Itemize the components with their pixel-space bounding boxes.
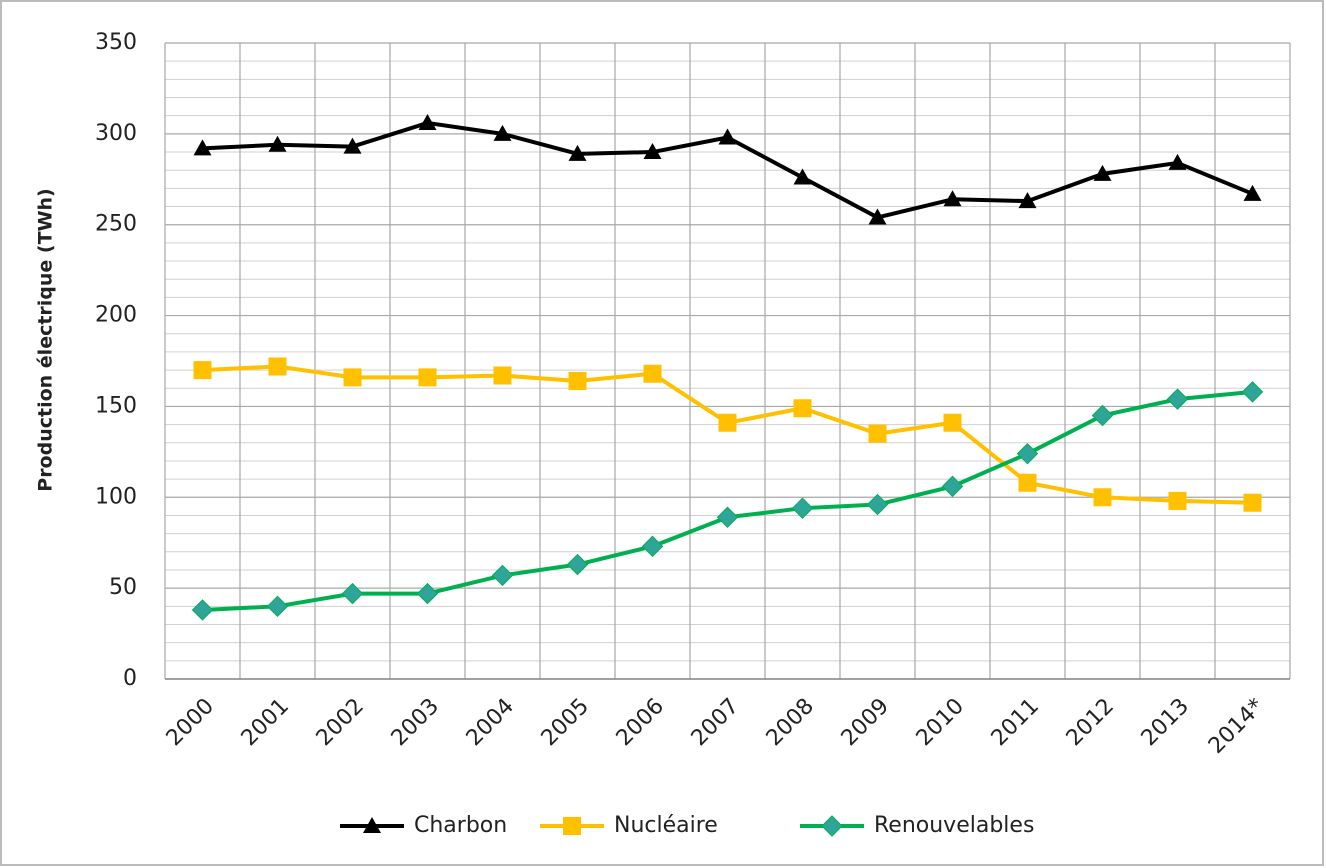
y-tick-label: 250 (95, 212, 137, 237)
marker (418, 368, 437, 387)
marker (868, 208, 887, 225)
marker (1091, 404, 1114, 427)
marker (793, 168, 812, 185)
y-tick-label: 200 (95, 303, 137, 328)
y-tick-label: 50 (109, 575, 137, 600)
marker (1016, 442, 1039, 465)
legend-marker (363, 817, 381, 833)
y-axis-label: Production électrique (TWh) (35, 188, 57, 491)
marker (568, 144, 587, 161)
marker (943, 190, 962, 207)
marker (341, 582, 364, 605)
marker (1241, 381, 1264, 403)
marker (1093, 488, 1112, 507)
marker (343, 368, 362, 387)
marker (941, 475, 964, 498)
marker (416, 582, 439, 605)
y-tick-label: 350 (95, 30, 137, 55)
marker (1168, 491, 1187, 510)
marker (193, 361, 212, 380)
legend-marker (821, 815, 843, 837)
marker (491, 564, 514, 587)
marker (493, 366, 512, 385)
marker (793, 399, 812, 418)
marker (191, 599, 214, 621)
y-tick-label: 150 (95, 393, 137, 418)
marker (1168, 153, 1187, 170)
marker (343, 137, 362, 154)
legend-label: Renouvelables (874, 813, 1034, 838)
marker (943, 413, 962, 432)
marker (1243, 493, 1262, 512)
marker (716, 506, 739, 528)
legend-label: Nucléaire (614, 813, 718, 838)
marker (1243, 184, 1262, 201)
marker (493, 124, 512, 141)
marker (566, 553, 589, 576)
marker (1018, 192, 1037, 209)
marker (643, 143, 662, 160)
y-tick-label: 100 (95, 484, 137, 509)
marker (1166, 388, 1189, 410)
y-tick-label: 0 (123, 666, 137, 691)
marker (791, 497, 814, 519)
marker (868, 424, 887, 443)
marker (266, 595, 289, 618)
marker (1018, 473, 1037, 492)
marker (641, 535, 664, 558)
marker (568, 371, 587, 390)
marker (193, 139, 212, 156)
marker (718, 128, 737, 145)
marker (866, 493, 889, 516)
marker (418, 113, 437, 130)
marker (643, 364, 662, 383)
y-tick-label: 300 (95, 121, 137, 146)
legend-marker (563, 817, 581, 835)
marker (718, 413, 737, 432)
marker (1093, 164, 1112, 181)
marker (268, 135, 287, 152)
legend-label: Charbon (414, 813, 507, 838)
marker (268, 357, 287, 376)
